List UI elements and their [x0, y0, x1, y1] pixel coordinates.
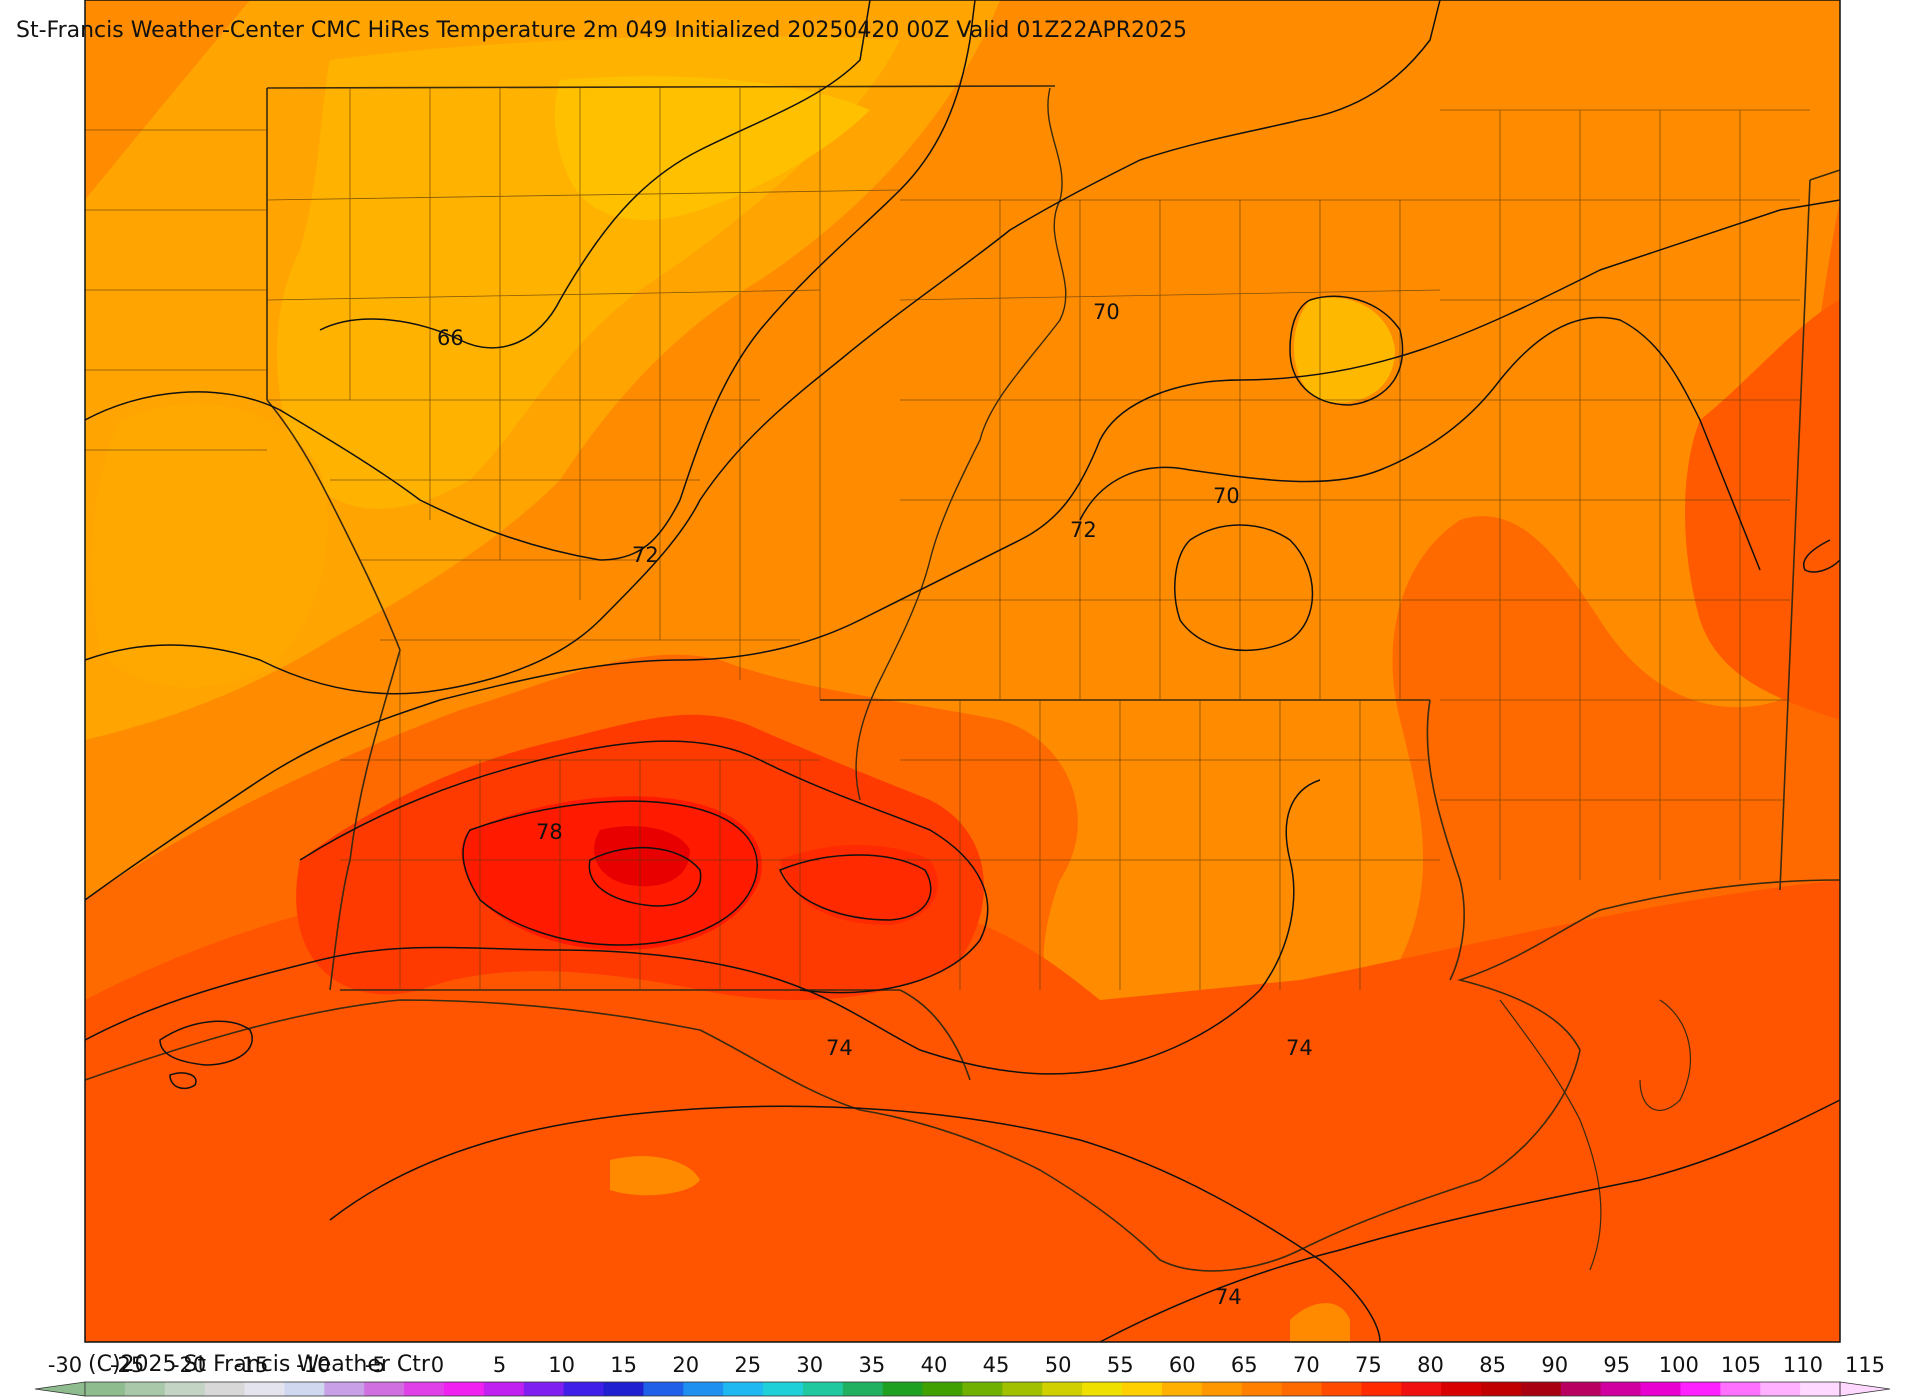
colorbar-swatch	[1720, 1382, 1761, 1396]
colorbar-swatch	[962, 1382, 1003, 1396]
colorbar-tick-label: 90	[1541, 1353, 1568, 1377]
colorbar-left-arrow	[34, 1381, 86, 1397]
colorbar-tick-label: -30	[48, 1353, 82, 1377]
colorbar-tick-label: 5	[493, 1353, 506, 1377]
colorbar-swatch	[1082, 1382, 1123, 1396]
contour-label-74-south: 74	[1215, 1285, 1242, 1309]
colorbar-tick-labels: -30 -25 -20 -15 -10 -5 0 5 10 15 20 25 30 35 40 45 50 55 6…	[48, 1353, 1885, 1377]
colorbar-swatch	[1281, 1382, 1322, 1396]
colorbar-tick-label: -20	[172, 1353, 206, 1377]
colorbar-swatch	[1321, 1382, 1362, 1396]
map-frame	[84, 0, 1841, 1343]
colorbar-tick-label: 10	[548, 1353, 575, 1377]
colorbar-swatch	[683, 1382, 724, 1396]
contour-label-74-west: 74	[826, 1036, 853, 1060]
colorbar-tick-label: 35	[859, 1353, 886, 1377]
colorbar-tick-label: 25	[734, 1353, 761, 1377]
colorbar-swatch	[364, 1382, 405, 1396]
colorbar-swatch	[204, 1382, 246, 1396]
contour-label-74-east: 74	[1286, 1036, 1313, 1060]
colorbar-swatch	[1800, 1382, 1841, 1396]
colorbar-swatch	[1401, 1382, 1442, 1396]
colorbar-swatch	[1640, 1382, 1681, 1396]
isotherm-contours	[84, 0, 1841, 1343]
colorbar-swatch	[1122, 1382, 1163, 1396]
colorbar-swatch	[404, 1382, 445, 1396]
colorbar-tick-label: -15	[234, 1353, 268, 1377]
colorbar-tick-label: 20	[672, 1353, 699, 1377]
state-boundaries	[266, 85, 1841, 1081]
colorbar-tick-label: 15	[610, 1353, 637, 1377]
contour-label-78: 78	[536, 820, 563, 844]
colorbar-swatch	[1481, 1382, 1522, 1396]
colorbar-swatch	[1760, 1382, 1801, 1396]
colorbar-swatch	[324, 1382, 365, 1396]
colorbar-tick-label: 105	[1721, 1353, 1761, 1377]
colorbar-swatch	[85, 1382, 126, 1396]
colorbar-swatch	[1201, 1382, 1243, 1396]
colorbar-tick-label: -10	[296, 1353, 330, 1377]
colorbar-right-arrow	[1839, 1381, 1891, 1397]
colorbar-swatch	[1002, 1382, 1043, 1396]
contour-label-70-north: 70	[1093, 300, 1120, 324]
colorbar-tick-label: 55	[1107, 1353, 1134, 1377]
colorbar-swatch	[802, 1382, 844, 1396]
colorbar-swatch	[244, 1382, 285, 1396]
colorbar-swatch	[723, 1382, 764, 1396]
colorbar-tick-label: 80	[1417, 1353, 1444, 1377]
colorbar-tick-label: 45	[983, 1353, 1010, 1377]
colorbar-swatch	[523, 1382, 565, 1396]
colorbar-swatch	[643, 1382, 684, 1396]
colorbar-tick-label: 100	[1659, 1353, 1699, 1377]
colorbar-swatch	[1680, 1382, 1721, 1396]
colorbar-tick-label: -5	[365, 1353, 386, 1377]
contour-label-66: 66	[437, 326, 464, 350]
contour-label-72-west: 72	[632, 543, 659, 567]
colorbar-swatch	[603, 1382, 644, 1396]
colorbar-tick-label: -25	[110, 1353, 144, 1377]
colorbar-tick-label: 30	[796, 1353, 823, 1377]
colorbar-tick-label: 70	[1293, 1353, 1320, 1377]
colorbar-swatch	[922, 1382, 963, 1396]
mississippi-river	[855, 87, 1067, 801]
colorbar-tick-label: 75	[1355, 1353, 1382, 1377]
colorbar-tick-label: 95	[1603, 1353, 1630, 1377]
colorbar-swatch	[842, 1382, 884, 1396]
colorbar-tick-label: 40	[921, 1353, 948, 1377]
county-lines	[85, 88, 1810, 990]
colorbar-swatch	[1361, 1382, 1402, 1396]
colorbar-tick-label: 50	[1045, 1353, 1072, 1377]
colorbar-swatch	[124, 1382, 166, 1396]
colorbar-swatch	[443, 1382, 485, 1396]
colorbar-tick-label: 60	[1169, 1353, 1196, 1377]
colorbar-swatch	[284, 1382, 325, 1396]
map-title: St-Francis Weather-Center CMC HiRes Temp…	[16, 18, 1188, 43]
colorbar-swatch	[882, 1382, 924, 1396]
colorbar-tick-label: 110	[1783, 1353, 1823, 1377]
colorbar-swatch	[1042, 1382, 1083, 1396]
colorbar-tick-label: 85	[1479, 1353, 1506, 1377]
contour-label-70-east: 70	[1213, 484, 1240, 508]
colorbar-tick-label: 0	[431, 1353, 444, 1377]
contour-labels: 66 70 70 72 72 78 74 74 74	[437, 300, 1313, 1309]
colorbar-swatch	[1600, 1382, 1642, 1396]
temperature-fill-layer	[85, 0, 1840, 1342]
colorbar-swatch	[1441, 1382, 1482, 1396]
gulf-coastline	[84, 879, 1841, 1272]
colorbar-swatch	[763, 1382, 804, 1396]
colorbar-tick-label: 115	[1845, 1353, 1885, 1377]
colorbar-swatch	[1161, 1382, 1203, 1396]
colorbar-swatch	[1520, 1382, 1562, 1396]
contour-label-72-east: 72	[1070, 518, 1097, 542]
colorbar-swatch	[563, 1382, 605, 1396]
copyright-credit: (C)2025 St Francis Weather Ctr	[88, 1352, 430, 1377]
colorbar-swatch	[1241, 1382, 1283, 1396]
colorbar-swatch	[1560, 1382, 1602, 1396]
colorbar-swatch	[164, 1382, 206, 1396]
colorbar-tick-label: 65	[1231, 1353, 1258, 1377]
temperature-colorbar	[34, 1381, 1891, 1397]
colorbar-swatch	[483, 1382, 525, 1396]
